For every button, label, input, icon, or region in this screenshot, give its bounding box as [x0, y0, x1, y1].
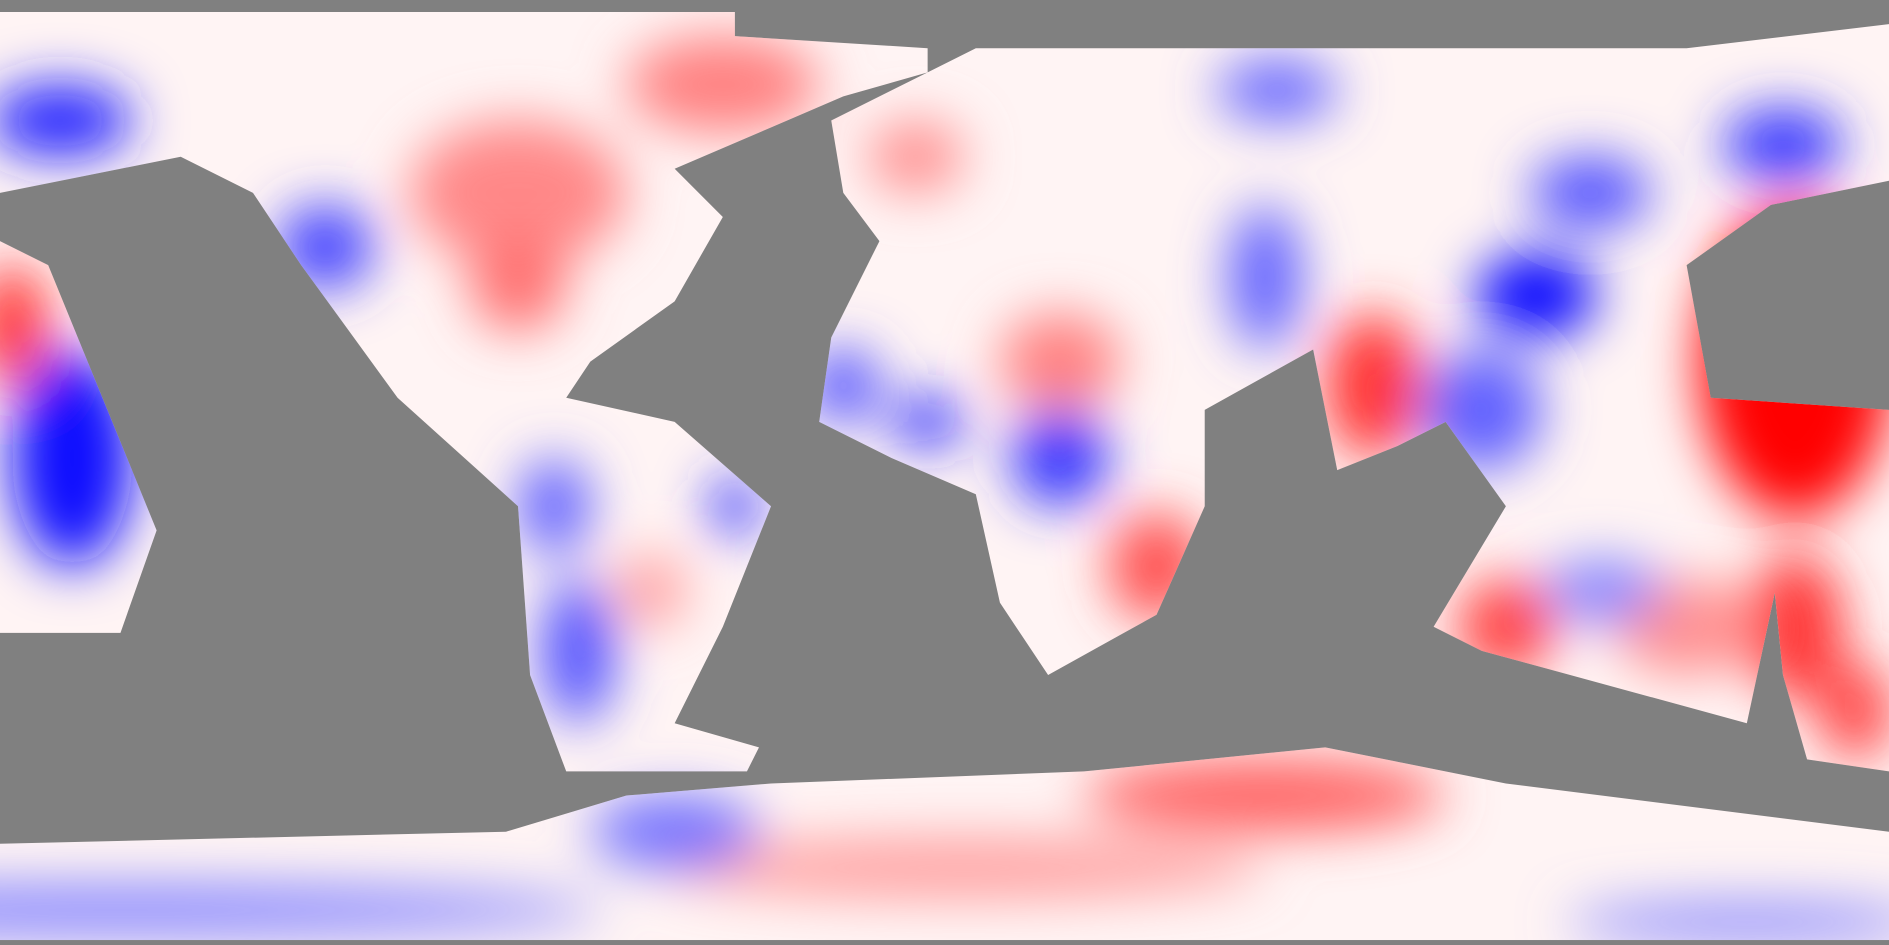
cold-anomaly: [1216, 60, 1338, 121]
cold-anomaly: [1228, 204, 1302, 350]
warm-anomaly: [1457, 578, 1555, 675]
warm-anomaly: [1325, 313, 1422, 459]
cold-anomaly: [891, 397, 964, 446]
cold-anomaly: [1566, 904, 1889, 941]
warm-anomaly: [662, 837, 1265, 898]
anomaly-blobs: [0, 36, 1889, 941]
warm-anomaly: [626, 36, 820, 133]
cold-anomaly: [1722, 108, 1844, 181]
cold-anomaly: [0, 885, 603, 935]
warm-anomaly: [1819, 662, 1889, 760]
warm-anomaly: [1084, 759, 1446, 832]
warm-anomaly: [469, 235, 567, 332]
cold-anomaly: [1542, 560, 1663, 621]
warm-anomaly: [0, 265, 49, 386]
cold-anomaly: [1011, 409, 1109, 507]
warm-anomaly: [409, 120, 627, 266]
warm-anomaly: [867, 120, 964, 193]
cold-anomaly: [12, 349, 133, 567]
cold-anomaly: [542, 578, 615, 724]
cold-anomaly: [590, 795, 759, 868]
cold-anomaly: [518, 458, 591, 555]
warm-anomaly: [614, 554, 687, 627]
cold-anomaly: [0, 84, 133, 157]
cold-anomaly: [1475, 253, 1597, 338]
warm-anomaly: [999, 313, 1121, 410]
cold-anomaly: [710, 476, 759, 537]
cold-anomaly: [1529, 156, 1651, 230]
